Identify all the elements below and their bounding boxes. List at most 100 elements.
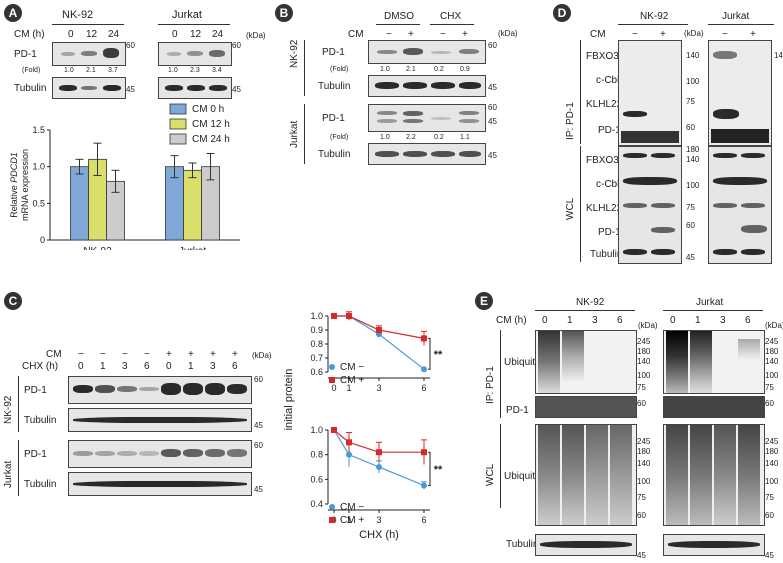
c-point	[421, 482, 427, 489]
e-mw-tub-nk92: 45	[637, 551, 646, 560]
b-treat-chx: CHX	[440, 11, 462, 22]
c-line-chart-nk92: 0.6 0.7 0.8 0.9 1.0 0 1 3 6 ** CM − CM + Ratio of in…	[283, 311, 443, 430]
b-row-pd1-j: PD-1	[322, 113, 345, 124]
panel-d-badge: D	[553, 4, 571, 22]
e-mw-ip-jurkat: 140	[765, 357, 779, 366]
e-mw-ip-nk92: 100	[637, 371, 651, 380]
c-x-tick-label: 6	[421, 383, 426, 393]
panel-a-badge: A	[4, 4, 22, 22]
e-blot-nk92-ubiq-ip	[535, 330, 637, 394]
e-mw-wcl-nk92: 60	[637, 511, 646, 520]
b-sign-2: −	[440, 29, 446, 40]
e-mw-pd1-nk92: 60	[637, 399, 646, 408]
e-row-pd1: PD-1	[506, 405, 529, 416]
a-fold-jurkat-0: 1.0	[168, 67, 178, 74]
e-mw-wcl-jurkat: 100	[765, 477, 779, 486]
e-mw-wcl-nk92: 245	[637, 437, 651, 446]
b-mw-45j: 45	[488, 117, 497, 126]
c-chx-time: 1	[100, 361, 106, 372]
c-kda: (kDa)	[252, 351, 272, 360]
b-row-tubulin: Tubulin	[318, 81, 351, 92]
e-time-nk92: 6	[617, 315, 623, 326]
e-mw-tub-jurkat: 45	[765, 551, 774, 560]
b-row-pd1: PD-1	[322, 47, 345, 58]
e-row-ubiq-wcl: Ubiquitin	[504, 471, 543, 482]
e-blot-nk92-ubiq-wcl	[535, 424, 637, 526]
e-blot-nk92-tub	[535, 534, 637, 556]
b-blot-jurkat-tub	[368, 143, 486, 165]
a-y-tick-label: 0	[40, 235, 45, 245]
a-mw-60: 60	[126, 41, 135, 50]
d-cell-nk92: NK-92	[640, 11, 669, 22]
c-y-tick-label: 0.8	[310, 339, 323, 349]
e-cell-jurkat: Jurkat	[696, 297, 724, 308]
d-ip-klhl22: KLHL22	[586, 99, 623, 110]
a-legend-swatch	[169, 118, 187, 130]
a-fold-nk92-0: 1.0	[64, 67, 74, 74]
d-sign-3: +	[750, 29, 756, 40]
b-sign-3: +	[462, 29, 468, 40]
e-mw-ip-jurkat: 75	[765, 383, 774, 392]
a-fold-jurkat-1: 2.3	[190, 67, 200, 74]
a-time-24b: 24	[212, 29, 224, 40]
d-sign-1: +	[660, 29, 666, 40]
d-wcl-pd1: PD-1	[598, 227, 621, 238]
c-series-line	[334, 315, 425, 339]
a-cell-jurkat: Jurkat	[172, 9, 202, 21]
e-mw-wcl-jurkat: 140	[765, 459, 779, 468]
c-cm-sign: +	[232, 349, 238, 360]
b-cell-nk92: NK-92	[289, 39, 300, 68]
a-bar-chart: 0 0.5 1.0 1.5 Relative PDCD1mRNA expression N…	[9, 103, 240, 250]
a-x-category: Jurkat	[179, 246, 206, 250]
d-ip-label: IP: PD-1	[565, 102, 576, 140]
c-y-tick-label: 0.6	[310, 367, 323, 377]
c-sig-mark: **	[434, 349, 443, 361]
c-x-tick-label: 6	[421, 515, 426, 525]
c-x-tick-label: 1	[346, 383, 351, 393]
c-legend-marker	[329, 377, 335, 383]
a-y-tick-label: 1.5	[32, 125, 45, 135]
c-chx-time: 0	[166, 361, 172, 372]
d-cell-jurkat: Jurkat	[722, 11, 750, 22]
e-mw-wcl-jurkat: 245	[765, 437, 779, 446]
c-cm-sign: −	[122, 349, 128, 360]
c-x-tick-label: 3	[376, 383, 381, 393]
e-time-jurkat: 1	[695, 315, 701, 326]
c-sig-mark: **	[434, 464, 443, 476]
e-blot-jurkat-tub	[663, 534, 765, 556]
c-point	[376, 327, 382, 333]
a-legend-label: CM 0 h	[192, 104, 224, 115]
c-legend-marker	[329, 517, 335, 523]
d-ip-mw-75: 75	[686, 97, 695, 106]
c-y-tick-label: 1.0	[310, 311, 323, 321]
d-ip-mw-140b: 140	[774, 51, 783, 60]
c-sig-bracket	[428, 451, 431, 486]
c-row-tubulin-j: Tubulin	[24, 479, 57, 490]
a-kda: (kDa)	[246, 31, 266, 40]
e-time-jurkat: 0	[670, 315, 676, 326]
c-point	[421, 335, 427, 342]
c-chx-time: 3	[122, 361, 128, 372]
c-point	[421, 366, 427, 373]
a-blot-jurkat-tub	[158, 77, 232, 99]
d-ip-fbxo38: FBXO38	[586, 51, 625, 62]
c-chx-time: 6	[144, 361, 150, 372]
a-bar	[70, 166, 89, 241]
b-sign-0: −	[386, 29, 392, 40]
d-wcl-klhl22: KLHL22	[586, 203, 623, 214]
c-row-pd1-j: PD-1	[24, 449, 47, 460]
a-blot-nk92-pd1	[52, 42, 126, 66]
b-fold-label-j: (Fold)	[330, 134, 349, 141]
b-blot-nk92-tub	[368, 75, 486, 97]
d-blot-nk92-wcl	[618, 146, 682, 264]
d-blot-nk92-ip	[618, 40, 682, 146]
a-mw-45: 45	[126, 85, 135, 94]
d-wcl-fbxo38: FBXO38	[586, 155, 625, 166]
e-ip-label: IP: PD-1	[485, 366, 496, 404]
a-time-0: 0	[68, 29, 74, 40]
c-series-line	[333, 429, 424, 453]
d-blot-jurkat-wcl	[708, 146, 772, 264]
a-row-tubulin: Tubulin	[14, 83, 47, 94]
b-fold-jurkat-0: 1.0	[380, 134, 390, 141]
d-sign-2: −	[722, 29, 728, 40]
